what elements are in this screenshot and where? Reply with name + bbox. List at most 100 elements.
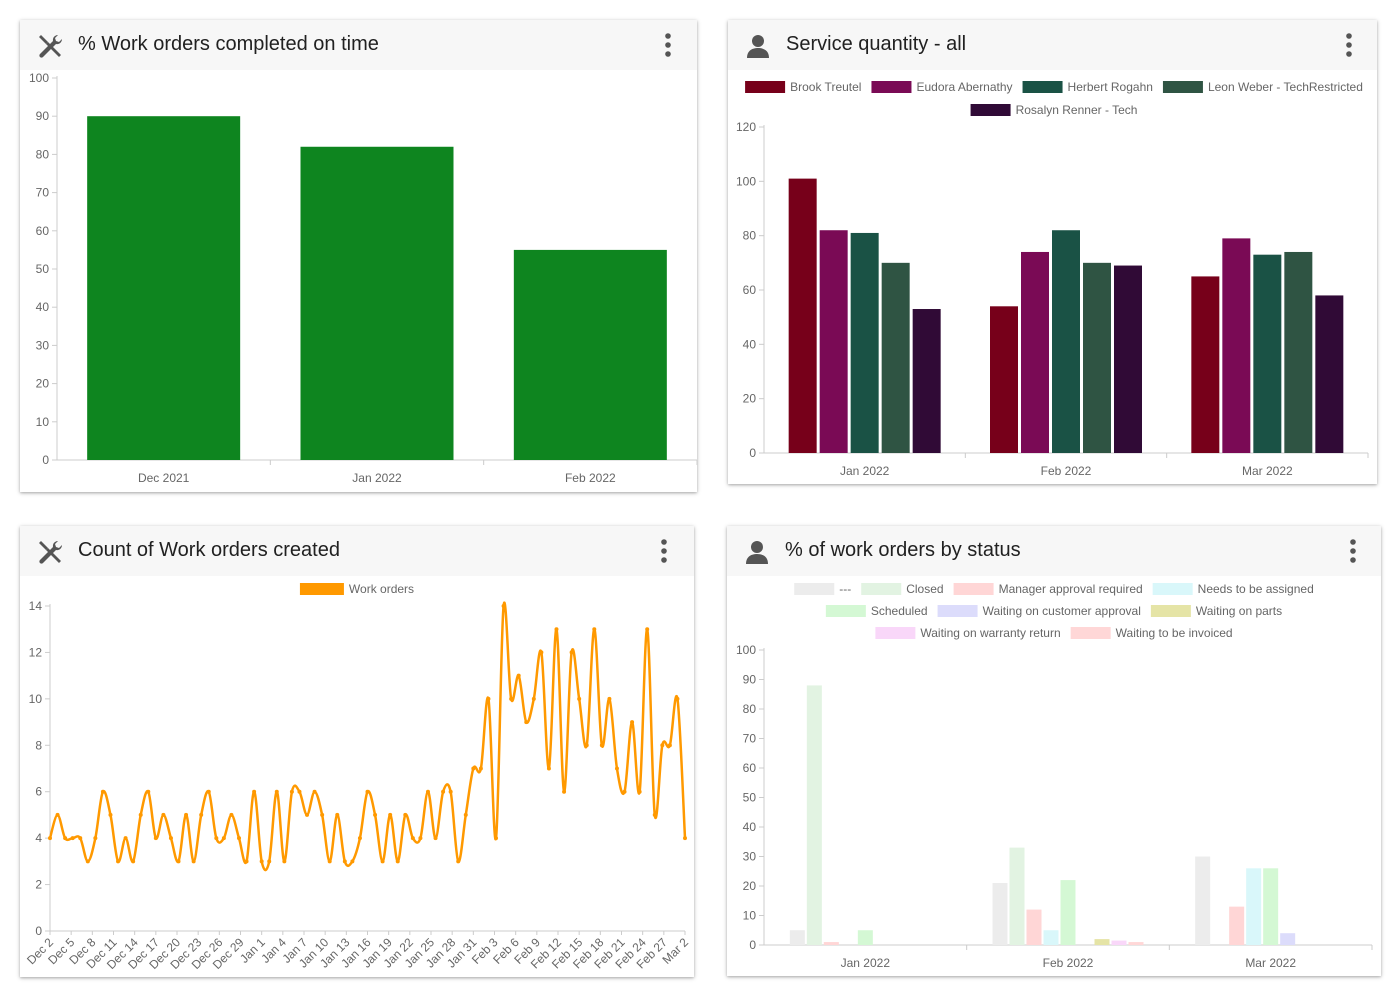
kebab-menu-icon[interactable] bbox=[663, 32, 673, 58]
data-point bbox=[335, 812, 340, 817]
data-point bbox=[494, 836, 499, 841]
data-point bbox=[448, 789, 453, 794]
x-tick-label: Feb 2022 bbox=[1043, 956, 1094, 970]
kebab-menu-icon[interactable] bbox=[1348, 538, 1358, 564]
x-tick-label: Jan 2022 bbox=[840, 464, 890, 478]
bar-leon-weber-techrestricted bbox=[1284, 251, 1313, 453]
y-tick-label: 100 bbox=[29, 71, 49, 85]
kebab-menu-icon[interactable] bbox=[1344, 32, 1354, 58]
data-point bbox=[342, 859, 347, 864]
data-point bbox=[191, 859, 196, 864]
y-tick-label: 40 bbox=[743, 820, 757, 834]
data-point bbox=[501, 604, 506, 608]
data-point bbox=[100, 789, 105, 794]
card-header: % Work orders completed on time bbox=[20, 20, 697, 70]
data-point bbox=[93, 836, 98, 841]
legend-swatch bbox=[299, 583, 344, 595]
y-tick-label: 20 bbox=[743, 879, 757, 893]
y-tick-label: 100 bbox=[736, 174, 756, 188]
data-point bbox=[584, 743, 589, 748]
y-tick-label: 30 bbox=[36, 338, 50, 352]
legend-swatch bbox=[1162, 81, 1203, 93]
legend-swatch bbox=[871, 81, 912, 93]
data-point bbox=[116, 859, 121, 864]
data-point bbox=[252, 789, 257, 794]
x-tick-label: Dec 2021 bbox=[138, 471, 190, 485]
data-point bbox=[123, 836, 128, 841]
bar bbox=[300, 146, 454, 460]
y-tick-label: 10 bbox=[36, 415, 50, 429]
data-point bbox=[146, 789, 151, 794]
legend-label: Eudora Abernathy bbox=[916, 80, 1012, 94]
bar-scheduled bbox=[1060, 880, 1076, 945]
bar-herbert-rogahn bbox=[850, 232, 879, 453]
bar bbox=[87, 116, 241, 460]
legend-swatch bbox=[970, 104, 1011, 116]
y-tick-label: 20 bbox=[36, 377, 50, 391]
data-point bbox=[282, 859, 287, 864]
card-title: Service quantity - all bbox=[786, 33, 967, 55]
data-point bbox=[433, 836, 438, 841]
data-point bbox=[425, 789, 430, 794]
legend-label: Closed bbox=[906, 582, 943, 596]
card-title: % Work orders completed on time bbox=[78, 33, 379, 55]
tools-icon bbox=[39, 540, 63, 564]
data-point bbox=[645, 627, 650, 632]
chart-status: --- Closed Manager approval required Needs … bbox=[736, 582, 1373, 970]
kebab-menu-icon[interactable] bbox=[659, 538, 669, 564]
bar-needs-to-be-assigned bbox=[1246, 868, 1262, 945]
bar-closed bbox=[806, 685, 822, 945]
y-tick-label: 6 bbox=[35, 785, 42, 799]
card-header: Count of Work orders created bbox=[20, 526, 694, 576]
data-point bbox=[478, 766, 483, 771]
bar-rosalyn-renner-tech bbox=[912, 309, 941, 453]
legend-label: Waiting on parts bbox=[1196, 604, 1282, 618]
data-point bbox=[78, 836, 83, 841]
data-point bbox=[675, 696, 680, 701]
data-point bbox=[539, 650, 544, 655]
y-tick-label: 20 bbox=[743, 392, 757, 406]
data-point bbox=[289, 789, 294, 794]
legend-swatch bbox=[794, 583, 835, 595]
legend-swatch bbox=[1022, 81, 1063, 93]
y-tick-label: 80 bbox=[743, 702, 757, 716]
chart-on-time: 0 10 20 30 40 50 60 70 80 90 100 Dec 2021 Jan 2022 Fe… bbox=[29, 71, 698, 485]
data-point bbox=[577, 696, 582, 701]
bar-scheduled bbox=[857, 930, 873, 945]
person-icon bbox=[746, 541, 768, 564]
data-point bbox=[365, 789, 370, 794]
legend-swatch bbox=[861, 583, 902, 595]
bar-waiting-on-warranty-return bbox=[1111, 940, 1127, 945]
bar-eudora-abernathy bbox=[819, 230, 848, 453]
y-tick-label: 70 bbox=[36, 186, 50, 200]
data-point bbox=[138, 812, 143, 817]
y-tick-label: 40 bbox=[743, 337, 757, 351]
data-point bbox=[410, 836, 415, 841]
card-title: Count of Work orders created bbox=[78, 539, 340, 561]
y-tick-label: 0 bbox=[749, 938, 756, 952]
series-line-work-orders bbox=[48, 601, 687, 872]
y-tick-label: 14 bbox=[29, 599, 43, 613]
data-point bbox=[388, 812, 393, 817]
y-tick-label: 80 bbox=[743, 229, 757, 243]
data-point bbox=[244, 859, 249, 864]
data-point bbox=[569, 650, 574, 655]
data-point bbox=[614, 766, 619, 771]
legend-label: Leon Weber - TechRestricted bbox=[1208, 80, 1363, 94]
data-point bbox=[206, 789, 211, 794]
y-tick-label: 12 bbox=[29, 645, 43, 659]
y-tick-label: 30 bbox=[743, 850, 757, 864]
data-point bbox=[184, 812, 189, 817]
legend-label: Waiting on customer approval bbox=[983, 604, 1141, 618]
legend-swatch bbox=[937, 605, 978, 617]
legend-swatch bbox=[875, 627, 916, 639]
legend-label: Needs to be assigned bbox=[1198, 582, 1314, 596]
data-point bbox=[456, 859, 461, 864]
data-point bbox=[395, 859, 400, 864]
bar-- bbox=[789, 930, 805, 945]
data-point bbox=[63, 836, 68, 841]
legend-label: Rosalyn Renner - Tech bbox=[1016, 103, 1138, 117]
data-point bbox=[471, 766, 476, 771]
data-point bbox=[380, 859, 385, 864]
